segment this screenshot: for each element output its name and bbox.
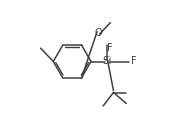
Text: F: F xyxy=(130,56,136,67)
Text: F: F xyxy=(107,43,113,53)
Text: Si: Si xyxy=(103,56,112,67)
Text: O: O xyxy=(94,28,102,38)
